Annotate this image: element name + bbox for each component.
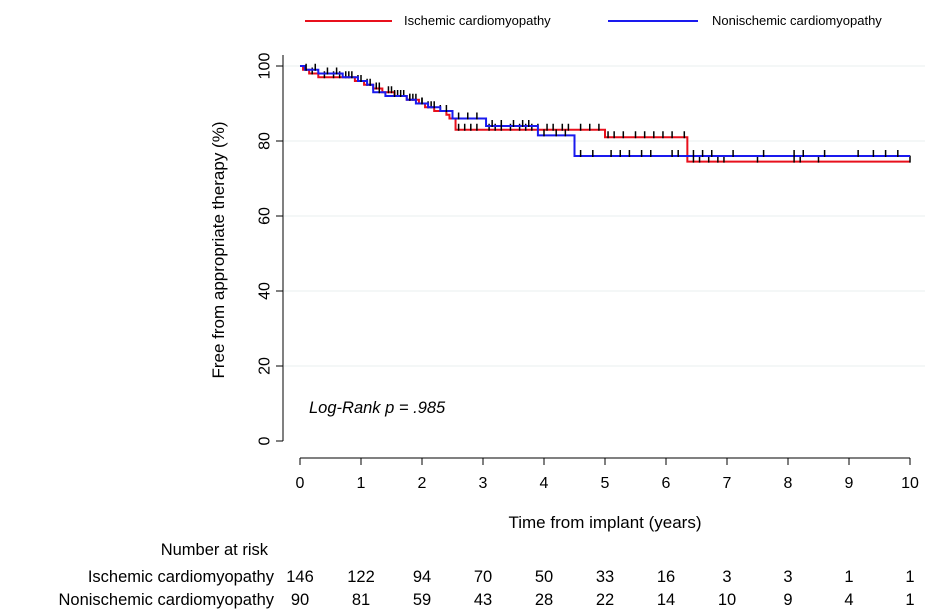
risk-value-nonischemic: 22 xyxy=(596,591,614,609)
risk-value-ischemic: 50 xyxy=(535,568,553,586)
risk-table-header: Number at risk xyxy=(161,541,269,559)
y-tick-label: 0 xyxy=(257,436,274,445)
y-tick-label: 20 xyxy=(257,357,274,375)
y-axis-title: Free from appropriate therapy (%) xyxy=(209,122,228,379)
x-tick-label: 8 xyxy=(784,475,793,492)
risk-row-label-ischemic: Ischemic cardiomyopathy xyxy=(88,568,275,586)
risk-value-nonischemic: 10 xyxy=(718,591,736,609)
y-tick-label: 60 xyxy=(257,207,274,225)
risk-value-nonischemic: 28 xyxy=(535,591,553,609)
risk-value-ischemic: 70 xyxy=(474,568,492,586)
risk-table: Number at risk Ischemic cardiomyopathy N… xyxy=(58,541,914,609)
risk-value-ischemic: 1 xyxy=(905,568,914,586)
y-ticks: 0 20 40 60 80 100 xyxy=(257,53,283,445)
legend: Ischemic cardiomyopathy Nonischemic card… xyxy=(305,13,882,28)
survival-curves xyxy=(300,63,911,163)
risk-value-ischemic: 3 xyxy=(783,568,792,586)
x-tick-label: 3 xyxy=(479,475,488,492)
y-tick-label: 100 xyxy=(257,53,274,80)
log-rank-annotation: Log-Rank p = .985 xyxy=(309,399,446,417)
y-tick-label: 40 xyxy=(257,282,274,300)
legend-label-nonischemic: Nonischemic cardiomyopathy xyxy=(712,13,882,28)
risk-value-nonischemic: 90 xyxy=(291,591,309,609)
axes xyxy=(282,55,910,459)
risk-value-nonischemic: 43 xyxy=(474,591,492,609)
x-tick-label: 9 xyxy=(845,475,854,492)
risk-value-ischemic: 1 xyxy=(844,568,853,586)
x-axis-title: Time from implant (years) xyxy=(508,513,701,532)
x-tick-label: 4 xyxy=(540,475,549,492)
x-tick-label: 5 xyxy=(601,475,610,492)
risk-value-ischemic: 33 xyxy=(596,568,614,586)
x-tick-label: 10 xyxy=(901,475,919,492)
x-tick-label: 2 xyxy=(418,475,427,492)
risk-value-nonischemic: 4 xyxy=(844,591,853,609)
curve-ischemic xyxy=(300,65,910,163)
risk-value-ischemic: 16 xyxy=(657,568,675,586)
risk-value-ischemic: 122 xyxy=(347,568,375,586)
risk-value-nonischemic: 14 xyxy=(657,591,675,609)
risk-value-nonischemic: 81 xyxy=(352,591,370,609)
risk-value-nonischemic: 1 xyxy=(905,591,914,609)
risk-value-ischemic: 94 xyxy=(413,568,431,586)
gridlines xyxy=(284,65,925,367)
x-tick-label: 1 xyxy=(357,475,366,492)
x-tick-label: 0 xyxy=(296,475,305,492)
risk-row-label-nonischemic: Nonischemic cardiomyopathy xyxy=(58,591,274,609)
risk-value-nonischemic: 59 xyxy=(413,591,431,609)
x-tick-label: 6 xyxy=(662,475,671,492)
risk-value-ischemic: 146 xyxy=(286,568,314,586)
x-ticks: 0 1 2 3 4 5 6 7 8 9 10 xyxy=(296,458,919,492)
curve-nonischemic xyxy=(300,65,910,157)
risk-value-ischemic: 3 xyxy=(722,568,731,586)
x-tick-label: 7 xyxy=(723,475,732,492)
y-tick-label: 80 xyxy=(257,132,274,150)
legend-label-ischemic: Ischemic cardiomyopathy xyxy=(404,13,551,28)
risk-value-nonischemic: 9 xyxy=(783,591,792,609)
